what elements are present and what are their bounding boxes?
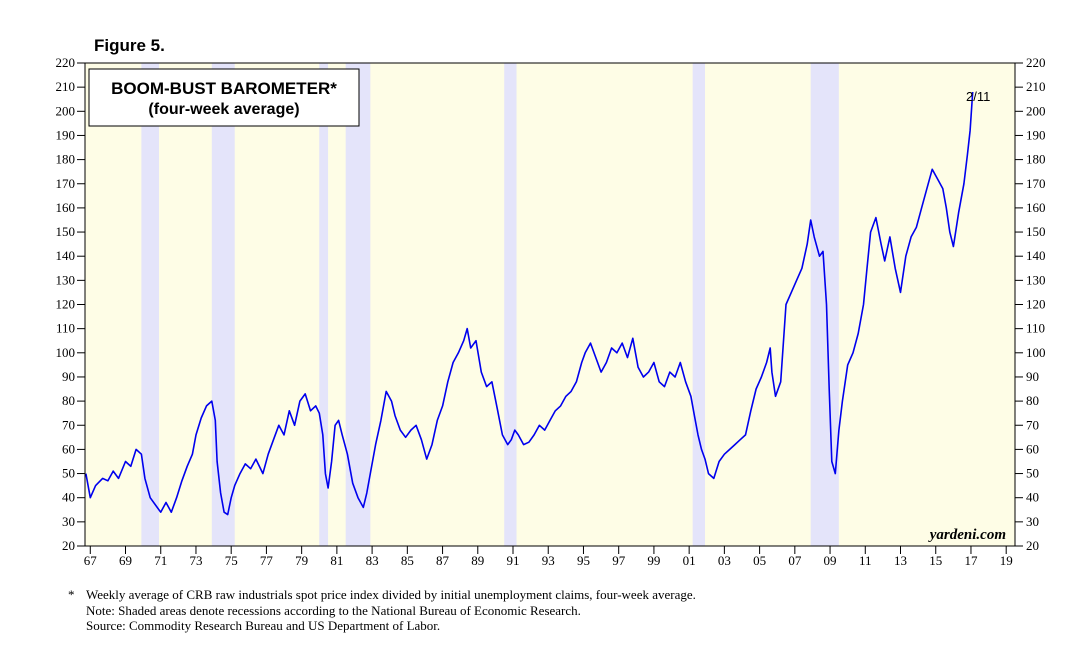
recession-note: Note: Shaded areas denote recessions acc… [86,602,581,618]
y-tick-label-left: 90 [62,369,75,384]
y-tick-label-left: 60 [62,441,75,456]
y-tick-label-right: 30 [1026,514,1039,529]
x-tick-label: 15 [929,553,942,568]
x-tick-label: 75 [225,553,238,568]
chart-title-line1: BOOM-BUST BAROMETER* [111,79,337,98]
y-tick-label-right: 110 [1026,321,1045,336]
x-tick-label: 79 [295,553,308,568]
recession-band [211,63,235,546]
source-note: Source: Commodity Research Bureau and US… [86,618,441,633]
x-tick-label: 11 [859,553,872,568]
x-tick-label: 97 [612,553,626,568]
y-tick-label-left: 210 [56,79,76,94]
y-tick-label-left: 170 [56,176,76,191]
y-tick-label-left: 140 [56,248,76,263]
title-box [88,68,360,127]
recession-band [319,63,329,546]
y-tick-label-right: 170 [1026,176,1046,191]
y-tick-label-right: 200 [1026,103,1046,118]
plot-background [85,63,1015,546]
chart-title-line2: (four-week average) [148,101,299,118]
x-tick-label: 03 [718,553,731,568]
x-tick-label: 99 [647,553,660,568]
watermark: yardeni.com [928,527,1006,543]
x-tick-label: 69 [119,553,132,568]
y-tick-label-right: 130 [1026,272,1046,287]
x-tick-label: 91 [507,553,520,568]
y-tick-label-left: 190 [56,127,76,142]
x-tick-label: 05 [753,553,766,568]
y-tick-label-left: 200 [56,103,76,118]
y-tick-label-left: 20 [62,538,75,553]
y-tick-label-right: 160 [1026,200,1046,215]
recession-band [692,63,705,546]
x-tick-label: 77 [260,553,274,568]
y-tick-label-left: 180 [56,152,76,167]
x-tick-label: 13 [894,553,907,568]
footnotes: * Weekly average of CRB raw industrials s… [68,587,696,634]
y-tick-label-left: 120 [56,297,76,312]
x-tick-label: 09 [824,553,837,568]
y-tick-label-right: 70 [1026,417,1039,432]
y-tick-label-right: 100 [1026,345,1046,360]
y-tick-label-right: 120 [1026,297,1046,312]
footnote-mark: * [68,587,75,602]
recession-band [345,63,371,546]
x-tick-label: 87 [436,553,450,568]
recession-band [141,63,159,546]
y-tick-label-left: 40 [62,490,75,505]
x-tick-label: 01 [683,553,696,568]
x-tick-label: 71 [154,553,167,568]
y-tick-label-right: 60 [1026,441,1039,456]
y-tick-label-right: 50 [1026,466,1039,481]
y-tick-label-right: 180 [1026,152,1046,167]
figure-label: Figure 5. [94,36,165,55]
y-tick-label-right: 190 [1026,127,1046,142]
x-tick-label: 81 [330,553,343,568]
barometer-series-line [85,91,974,516]
x-tick-label: 07 [788,553,802,568]
x-tick-label: 95 [577,553,590,568]
x-tick-label: 19 [1000,553,1013,568]
y-tick-label-left: 220 [56,55,76,70]
x-tick-label: 93 [542,553,555,568]
y-tick-label-right: 90 [1026,369,1039,384]
y-tick-label-left: 100 [56,345,76,360]
y-tick-label-right: 210 [1026,79,1046,94]
x-tick-label: 17 [964,553,978,568]
y-tick-label-left: 150 [56,224,76,239]
y-tick-label-left: 50 [62,466,75,481]
x-tick-label: 73 [189,553,202,568]
y-tick-label-left: 110 [56,321,75,336]
x-tick-label: 89 [471,553,484,568]
y-tick-label-right: 20 [1026,538,1039,553]
y-tick-label-left: 80 [62,393,75,408]
y-tick-label-right: 140 [1026,248,1046,263]
footnote-text: Weekly average of CRB raw industrials sp… [86,587,696,602]
y-tick-label-right: 80 [1026,393,1039,408]
x-tick-label: 67 [84,553,98,568]
y-tick-label-left: 30 [62,514,75,529]
y-tick-label-right: 220 [1026,55,1046,70]
y-tick-label-right: 150 [1026,224,1046,239]
recession-band [810,63,839,546]
x-tick-label: 83 [366,553,379,568]
recession-band [504,63,517,546]
x-tick-label: 85 [401,553,414,568]
y-tick-label-left: 70 [62,417,75,432]
end-date-label: 2/11 [966,89,990,104]
y-tick-label-right: 40 [1026,490,1039,505]
y-tick-label-left: 130 [56,272,76,287]
y-tick-label-left: 160 [56,200,76,215]
